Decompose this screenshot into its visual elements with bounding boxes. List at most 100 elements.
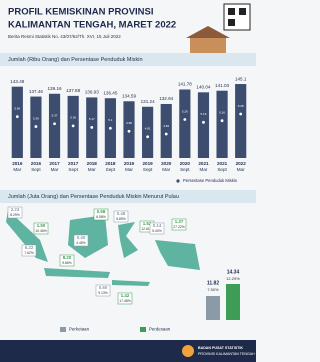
value-label: 140.04 — [196, 85, 210, 90]
subtitle: Berita Resmi Statistik No. 43/07/62/Th. … — [8, 34, 121, 39]
bar — [235, 84, 247, 158]
x-tick-label: Sept — [31, 167, 41, 172]
island-shape — [155, 240, 200, 270]
percentage-dot — [220, 119, 224, 123]
island-percent: 17.48% — [119, 299, 131, 303]
percentage-label: 5.37 — [52, 114, 58, 118]
legend-label: Perdesaan — [149, 327, 171, 332]
value-chip — [171, 218, 187, 231]
value-chip — [21, 244, 37, 257]
percentage-dot — [146, 135, 150, 139]
section-title: Jumlah (Juta Orang) dan Persentase Pendu… — [8, 194, 179, 200]
x-tick-label: 2016 — [31, 161, 42, 166]
x-tick-label: Sept — [143, 167, 153, 172]
island-value: 1.50 — [37, 223, 46, 228]
percentage-dot — [127, 129, 131, 133]
island-percent: 4.45% — [76, 241, 86, 245]
value-chip — [33, 222, 49, 235]
value-label: 141.03 — [215, 83, 229, 88]
bar — [179, 89, 191, 158]
qr-code — [223, 3, 251, 31]
house-illustration — [190, 36, 226, 54]
value-label: 145.1 — [235, 76, 247, 81]
x-tick-label: Mar — [125, 167, 133, 172]
island-percent: 5.40% — [152, 229, 162, 233]
percentage-dot — [239, 112, 243, 116]
footer-text: BADAN PUSAT STATISTIK — [198, 346, 243, 350]
x-tick-label: 2019 — [142, 161, 153, 166]
total-percent: 12.29% — [226, 276, 240, 281]
value-label: 137.88 — [66, 88, 80, 93]
bar — [216, 90, 228, 158]
total-bar — [206, 296, 220, 320]
island-percent: 7.62% — [24, 251, 34, 255]
house-illustration — [186, 26, 230, 38]
total-percent: 7.50% — [207, 287, 219, 292]
island-percent: 5.89% — [116, 217, 126, 221]
x-tick-label: 2018 — [87, 161, 98, 166]
island-percent: 9.13% — [98, 291, 108, 295]
logo — [182, 345, 194, 357]
page: {"header": {"title": ["PROFIL KEMISKINAN… — [0, 3, 256, 362]
legend-marker — [140, 327, 146, 332]
title-line: KALIMANTAN TENGAH, MARET 2022 — [8, 20, 176, 31]
x-tick-label: Mar — [88, 167, 96, 172]
island-value: 0.40 — [77, 235, 86, 240]
section-banner — [0, 53, 256, 66]
island-percent: 10.46% — [35, 229, 47, 233]
x-tick-label: 2021 — [198, 161, 209, 166]
value-chip — [93, 208, 109, 221]
percentage-dot — [53, 122, 56, 126]
value-chip — [73, 234, 89, 247]
x-tick-label: Sept — [217, 167, 227, 172]
x-tick-label: Mar — [200, 167, 208, 172]
infographic: PROFIL KEMISKINAN PROVINSI KALIMANTAN TE… — [0, 3, 256, 362]
value-label: 139.16 — [48, 86, 62, 91]
percentage-dot — [202, 120, 205, 124]
value-label: 136.93 — [85, 90, 99, 95]
legend-label: Persentase Penduduk Miskin — [183, 178, 238, 183]
percentage-dot — [164, 132, 168, 136]
x-tick-label: Sept — [180, 167, 190, 172]
percentage-dot — [108, 126, 112, 130]
percentage-label: 5.16 — [201, 112, 207, 116]
x-tick-label: 2020 — [161, 161, 172, 166]
value-label: 141.78 — [178, 82, 192, 87]
x-tick-label: Mar — [162, 167, 170, 172]
percentage-dot — [15, 115, 19, 119]
island-shape — [112, 280, 150, 286]
percentage-label: 4.81 — [145, 127, 151, 131]
qr-code — [228, 8, 235, 15]
percentage-dot — [34, 125, 38, 128]
percentage-dot — [90, 126, 94, 129]
island-value: 8.20 — [63, 255, 72, 260]
section-title: Jumlah (Ribu Orang) dan Persentase Pendu… — [8, 57, 143, 63]
x-tick-label: Mar — [13, 167, 21, 172]
percentage-label: 5.1 — [108, 118, 113, 122]
value-chip — [113, 210, 129, 223]
island-shape — [44, 268, 110, 278]
bar — [48, 93, 61, 158]
island-value: 1.52 — [143, 221, 152, 226]
island-percent: 12.61% — [141, 227, 153, 231]
percentage-dot — [71, 124, 75, 128]
legend-marker — [60, 327, 66, 332]
percentage-label: 5.26 — [182, 109, 188, 113]
value-chip — [95, 284, 111, 297]
value-chip — [7, 206, 23, 219]
legend-marker — [176, 179, 180, 183]
x-tick-label: 2020 — [180, 161, 191, 166]
legend-label: Perkotaan — [69, 327, 90, 332]
island-value: 6.22 — [25, 245, 34, 250]
value-label: 134.59 — [122, 93, 136, 98]
island-value: 1.37 — [175, 219, 184, 224]
bar — [11, 86, 23, 158]
x-tick-label: Sept — [68, 167, 78, 172]
x-tick-label: 2022 — [236, 161, 247, 166]
percentage-label: 4.98 — [126, 121, 132, 125]
island-value: 2.23 — [11, 207, 20, 212]
island-percent: 27.22% — [173, 225, 185, 229]
x-tick-label: 2019 — [124, 161, 135, 166]
x-tick-label: 2016 — [12, 161, 23, 166]
island-percent: 6.58% — [96, 215, 106, 219]
